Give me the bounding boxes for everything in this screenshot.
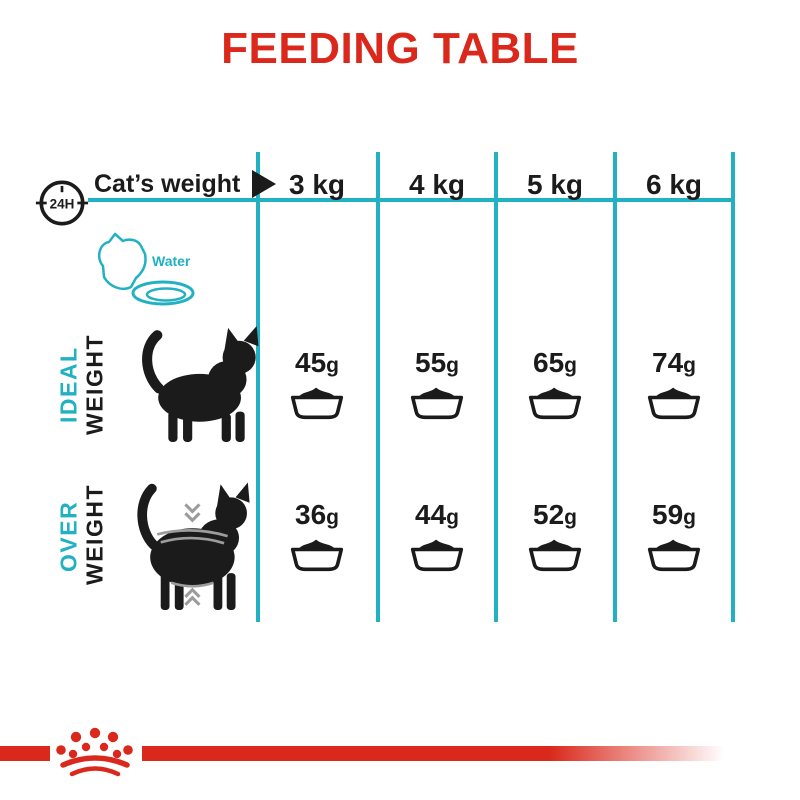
food-bowl-icon [647,387,701,420]
ration-value: 59g [652,499,696,530]
ration-value: 52g [533,499,577,530]
bottom-band-left [0,746,50,761]
food-bowl-icon [528,539,582,572]
column-divider [376,152,380,622]
ration-cell-ideal-3kg: 45g [259,348,375,420]
column-header-3kg: 3 kg [288,169,346,200]
column-divider [613,152,617,622]
ration-cell-over-5kg: 52g [497,500,613,572]
food-bowl-icon [290,387,344,420]
cats-weight-header: Cat’s weight [94,164,277,204]
column-header-4kg: 4 kg [408,169,466,200]
24h-clock-label: 24H [50,196,75,211]
bottom-band-right [142,746,742,761]
ration-cell-ideal-5kg: 65g [497,348,613,420]
page-title: FEEDING TABLE [221,24,579,73]
ration-cell-over-6kg: 59g [616,500,732,572]
24h-clock-icon: 24H [35,180,89,226]
food-bowl-icon [410,387,464,420]
food-bowl-icon [410,539,464,572]
header-underline [88,198,735,202]
column-header-6kg: 6 kg [645,169,703,200]
ration-value: 65g [533,347,577,378]
water-bowl-icon: Water [97,232,195,306]
row-label-over-weight: WEIGHT [81,484,108,586]
royal-canin-crown-logo [56,727,133,777]
food-bowl-icon [290,539,344,572]
food-bowl-icon [528,387,582,420]
ration-value: 44g [415,499,459,530]
over-weight-cat-icon [137,482,250,611]
ration-value: 74g [652,347,696,378]
column-divider [256,152,260,622]
column-header-5kg: 5 kg [526,169,584,200]
row-label-ideal-weight: WEIGHT [81,334,108,436]
ration-cell-ideal-4kg: 55g [379,348,495,420]
ration-cell-over-4kg: 44g [379,500,495,572]
arrow-right-icon [252,170,277,198]
column-divider [494,152,498,622]
water-label: Water [152,253,191,269]
cats-weight-label: Cat’s weight [94,169,241,198]
column-divider [731,152,735,622]
ration-cell-over-3kg: 36g [259,500,375,572]
ration-value: 36g [295,499,339,530]
ration-value: 45g [295,347,339,378]
drinking-cat-head-icon [97,232,147,291]
ration-cell-ideal-6kg: 74g [616,348,732,420]
food-bowl-icon [647,539,701,572]
ration-value: 55g [415,347,459,378]
ideal-weight-cat-icon [142,326,259,442]
compression-arrows-icon [156,503,228,606]
